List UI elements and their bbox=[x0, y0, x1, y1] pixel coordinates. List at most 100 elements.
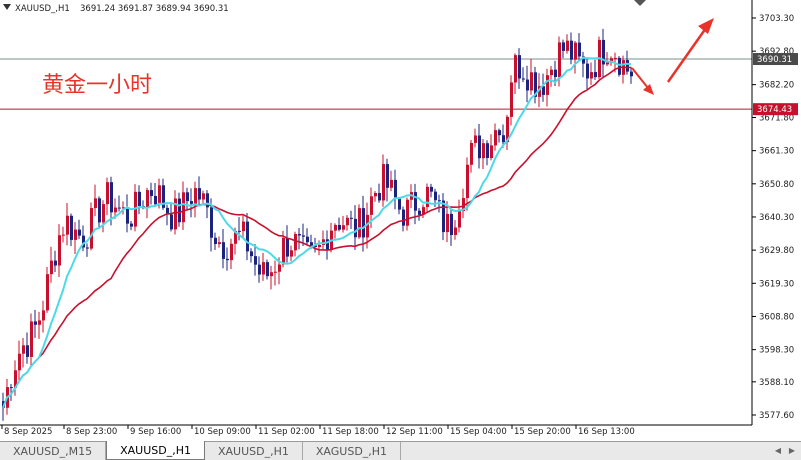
candle-body bbox=[394, 179, 397, 199]
candle-body bbox=[18, 353, 21, 371]
candle-body bbox=[226, 258, 229, 261]
candle-body bbox=[562, 42, 565, 51]
candle-body bbox=[306, 236, 309, 243]
candle-body bbox=[62, 234, 65, 236]
candle-body bbox=[350, 217, 353, 219]
candle-body bbox=[282, 238, 285, 265]
candle-body bbox=[118, 207, 121, 209]
candle-body bbox=[574, 42, 577, 60]
candle-body bbox=[86, 247, 89, 249]
tab-xauusd-h1[interactable]: XAUUSD_,H1 bbox=[205, 442, 303, 460]
candle-body bbox=[314, 245, 317, 248]
candle-body bbox=[274, 271, 277, 273]
candle-body bbox=[202, 193, 205, 200]
candle-body bbox=[94, 198, 97, 209]
candle-body bbox=[530, 72, 533, 91]
moving-averages bbox=[2, 56, 632, 409]
candle-body bbox=[490, 145, 493, 158]
y-tick-label: 3640.30 bbox=[759, 213, 794, 223]
triangle-icon bbox=[3, 4, 11, 10]
y-tick-label: 3629.80 bbox=[759, 246, 794, 256]
candle-body bbox=[58, 235, 61, 266]
annotation-title: 黄金一小时 bbox=[42, 73, 152, 98]
ma-fast-line bbox=[2, 56, 632, 409]
candle-body bbox=[138, 191, 141, 207]
candle-body bbox=[146, 190, 149, 208]
time-axis: 8 Sep 2025 8 Sep 23:00 9 Sep 16:00 10 Sep 0… bbox=[1, 425, 635, 437]
candle-body bbox=[414, 192, 417, 211]
tab-xagusd-h1[interactable]: XAGUSD_,H1 bbox=[303, 442, 402, 460]
candle-body bbox=[14, 370, 17, 388]
candle-body bbox=[46, 274, 49, 311]
ohlc-values: 3691.24 3691.87 3689.94 3690.31 bbox=[80, 4, 229, 14]
candle-body bbox=[546, 75, 549, 95]
scroll-left-icon[interactable]: ◀ bbox=[774, 446, 782, 455]
x-tick-label: 16 Sep 13:00 bbox=[578, 427, 635, 437]
candle-body bbox=[298, 234, 301, 236]
tab-xauusd-h1-active[interactable]: XAUUSD_,H1 bbox=[106, 441, 205, 460]
price-chart[interactable]: 3703.30 3692.80 3682.20 3671.80 3661.30 3650.… bbox=[0, 0, 801, 441]
tab-xauusd-m15[interactable]: XAUUSD_,M15 bbox=[0, 442, 107, 460]
y-tick-label: 3682.20 bbox=[759, 81, 794, 91]
candle-body bbox=[222, 242, 225, 259]
x-tick-label: 12 Sep 11:00 bbox=[386, 427, 443, 437]
candle-body bbox=[22, 345, 25, 354]
candle-body bbox=[154, 195, 157, 205]
candle-body bbox=[34, 321, 37, 325]
down-arrow-head-icon bbox=[643, 84, 654, 95]
ma-slow-line bbox=[2, 66, 632, 409]
level-price-tag bbox=[753, 103, 798, 116]
candle-body bbox=[534, 72, 537, 97]
x-tick-label: 15 Sep 20:00 bbox=[514, 427, 571, 437]
y-tick-label: 3577.60 bbox=[759, 411, 794, 421]
candle-body bbox=[358, 208, 361, 238]
candle-body bbox=[602, 39, 605, 65]
candle-body bbox=[270, 272, 273, 277]
candle-body bbox=[178, 198, 181, 223]
candle-body bbox=[398, 198, 401, 210]
candle-body bbox=[302, 235, 305, 237]
candle-body bbox=[478, 135, 481, 159]
candle-body bbox=[582, 56, 585, 64]
candle-body bbox=[522, 78, 525, 80]
candle-body bbox=[566, 40, 569, 51]
candle-body bbox=[374, 193, 377, 197]
candle-body bbox=[70, 215, 73, 240]
candle-body bbox=[162, 185, 165, 208]
shift-marker-icon[interactable] bbox=[634, 0, 646, 6]
candle-body bbox=[454, 227, 457, 235]
candle-body bbox=[318, 244, 321, 248]
candle-body bbox=[362, 208, 365, 238]
candle-body bbox=[82, 235, 85, 248]
candle-body bbox=[502, 135, 505, 143]
candle-body bbox=[366, 214, 369, 238]
candle-body bbox=[378, 193, 381, 201]
y-tick-label: 3619.30 bbox=[759, 279, 794, 289]
candle-body bbox=[50, 260, 53, 275]
candle-body bbox=[470, 142, 473, 165]
candle-body bbox=[190, 201, 193, 204]
candle-body bbox=[126, 207, 129, 224]
candle-body bbox=[342, 225, 345, 230]
price-tags: 3690.31 3674.43 bbox=[753, 53, 798, 116]
candle-body bbox=[170, 214, 173, 230]
x-tick-label: 9 Sep 16:00 bbox=[130, 427, 181, 437]
candle-body bbox=[578, 42, 581, 57]
candle-body bbox=[278, 264, 281, 272]
candle-body bbox=[614, 57, 617, 59]
y-tick-label: 3671.80 bbox=[759, 113, 794, 123]
candle-body bbox=[434, 191, 437, 201]
level-price-label: 3674.43 bbox=[757, 105, 792, 115]
candle-body bbox=[110, 182, 113, 213]
candle-body bbox=[526, 79, 529, 91]
candle-body bbox=[230, 243, 233, 261]
candle-body bbox=[10, 387, 13, 389]
candle-body bbox=[402, 209, 405, 226]
candle-body bbox=[286, 238, 289, 257]
candle-body bbox=[326, 239, 329, 250]
candle-body bbox=[66, 215, 69, 235]
candle-body bbox=[310, 242, 313, 246]
scroll-right-icon[interactable]: ▶ bbox=[788, 446, 796, 455]
candle-body bbox=[506, 116, 509, 143]
symbol-info: XAUUSD_,H1 bbox=[15, 4, 70, 14]
